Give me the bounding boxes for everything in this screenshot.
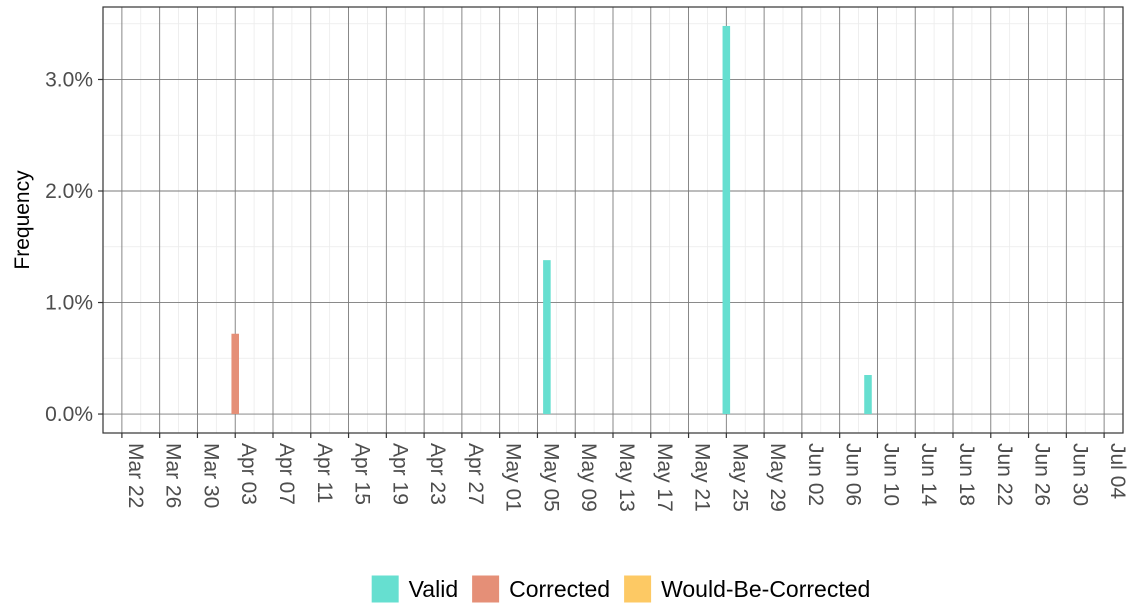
- x-tick-label: Jul 04: [1106, 443, 1127, 499]
- x-tick-label: Jun 06: [842, 443, 865, 506]
- legend-swatch: [371, 575, 399, 603]
- x-tick-label: May 01: [502, 443, 525, 512]
- x-tick-label: May 17: [653, 443, 676, 512]
- bars: [231, 25, 872, 415]
- x-tick-label: May 25: [728, 443, 751, 512]
- legend-item: Would-Be-Corrected: [624, 575, 870, 603]
- y-axis-title: Frequency: [11, 170, 34, 270]
- x-tick-label: Jun 18: [955, 443, 978, 506]
- y-tick-label: 2.0%: [45, 180, 93, 203]
- bar-valid: [864, 375, 872, 415]
- x-tick-label: Apr 19: [388, 443, 411, 505]
- x-tick-label: Apr 07: [275, 443, 298, 505]
- legend-label: Corrected: [509, 576, 610, 602]
- x-tick-label: May 13: [615, 443, 638, 512]
- x-tick-label: Jun 02: [804, 443, 827, 506]
- x-tick-label: Apr 15: [351, 443, 374, 505]
- bar-valid: [543, 260, 551, 415]
- x-tick-label: Mar 30: [199, 443, 222, 508]
- legend-swatch: [624, 575, 652, 603]
- x-tick-label: May 09: [577, 443, 600, 512]
- y-axis: 0.0% 1.0% 2.0% 3.0%: [45, 68, 103, 426]
- x-tick-label: Apr 23: [426, 443, 449, 505]
- x-tick-label: May 29: [766, 443, 789, 512]
- x-axis: Mar 22 Mar 26 Mar 30 Apr 03 Apr 07 Apr 11 Apr …: [121, 433, 1127, 512]
- y-tick-label: 3.0%: [45, 68, 93, 91]
- legend-swatch: [472, 575, 500, 603]
- minor-gridlines: [102, 7, 1124, 433]
- y-tick-label: 0.0%: [45, 403, 93, 426]
- x-tick-label: Apr 11: [313, 443, 336, 503]
- legend-label: Would-Be-Corrected: [661, 576, 870, 602]
- x-tick-label: Mar 26: [162, 443, 185, 508]
- bar-corrected: [231, 333, 239, 415]
- x-tick-label: Apr 27: [464, 443, 487, 505]
- x-tick-label: Jun 10: [879, 443, 902, 506]
- x-tick-label: May 05: [539, 443, 562, 512]
- x-tick-label: Jun 30: [1068, 443, 1091, 506]
- x-tick-label: Apr 03: [237, 443, 260, 505]
- x-tick-label: Jun 14: [917, 443, 940, 506]
- x-tick-label: May 21: [691, 443, 714, 512]
- x-tick-label: Jun 22: [993, 443, 1016, 506]
- legend-label: Valid: [409, 576, 458, 602]
- legend-item: Valid: [371, 575, 458, 603]
- legend-item: Corrected: [472, 575, 610, 603]
- legend: Valid Corrected Would-Be-Corrected: [371, 575, 870, 603]
- x-tick-label: Mar 22: [124, 443, 147, 508]
- y-tick-label: 1.0%: [45, 292, 93, 315]
- bar-valid: [722, 25, 731, 415]
- x-tick-label: Jun 26: [1031, 443, 1054, 506]
